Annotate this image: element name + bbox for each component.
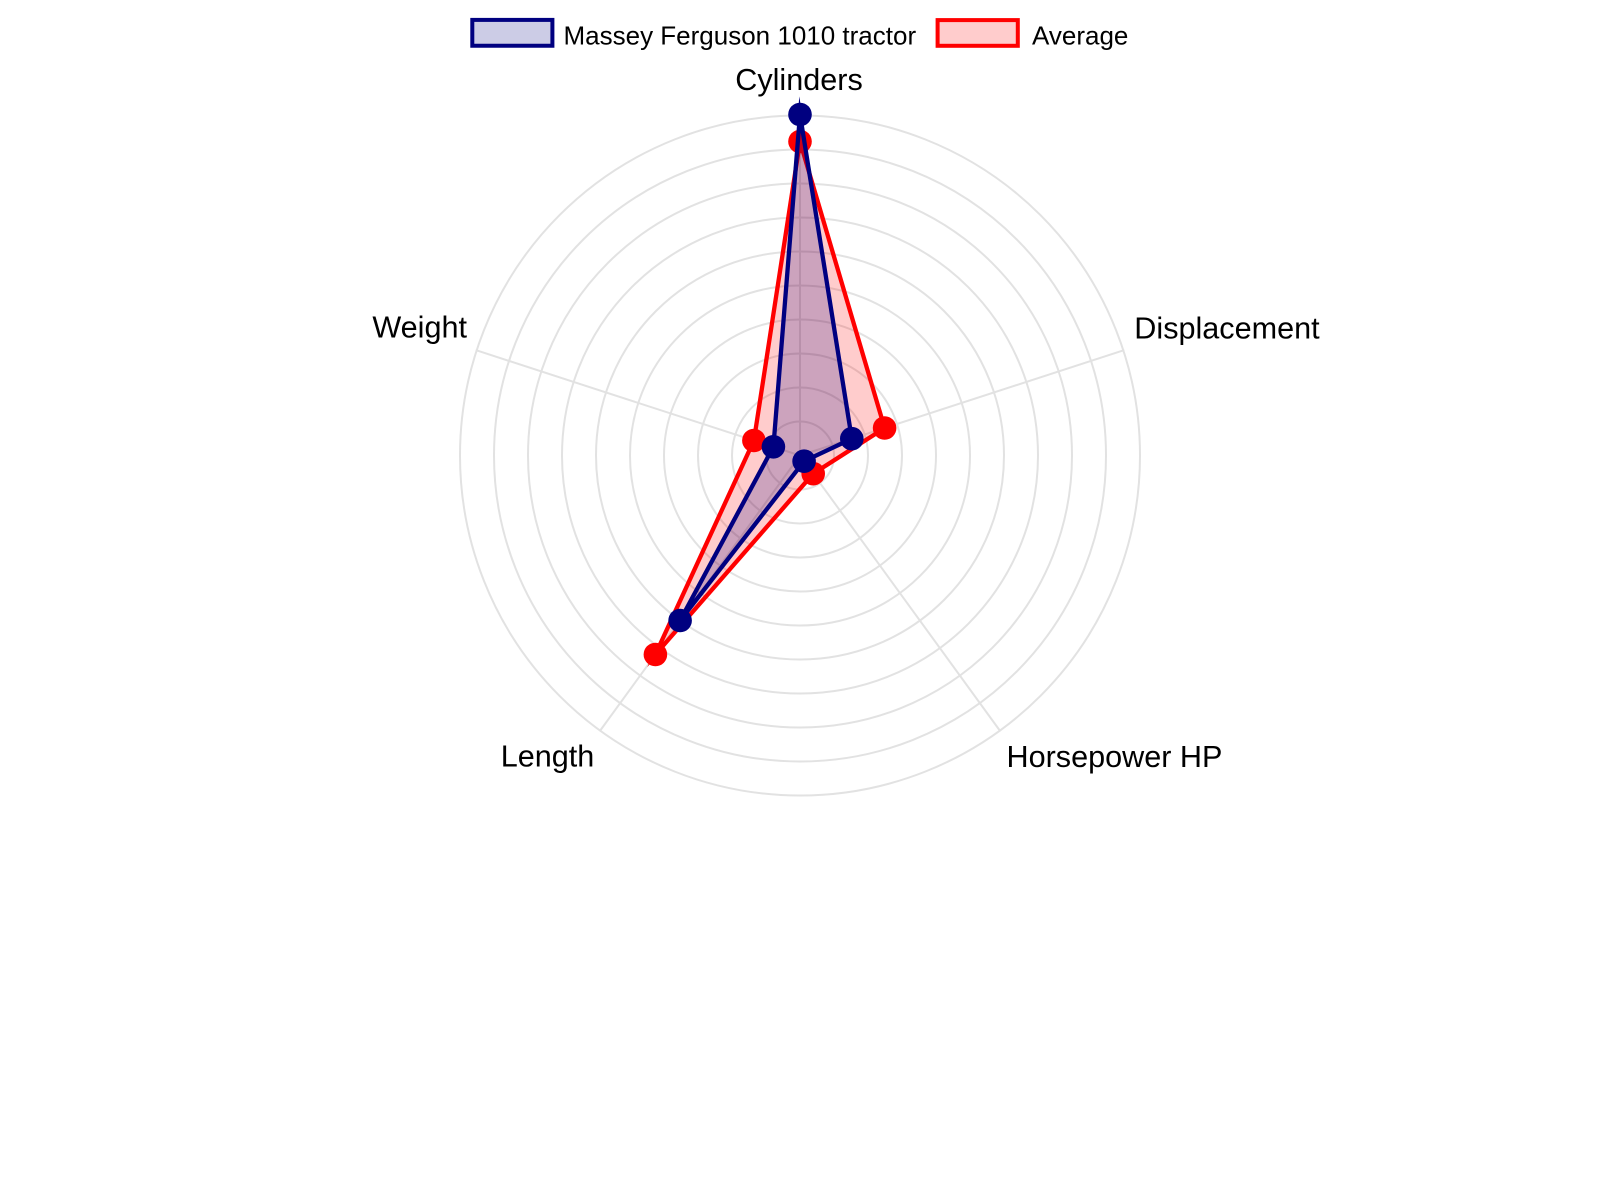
svg-text:Length: Length — [501, 740, 595, 774]
svg-text:Average: Average — [1032, 21, 1128, 51]
svg-text:Horsepower HP: Horsepower HP — [1007, 740, 1223, 774]
svg-text:Massey Ferguson 1010 tractor: Massey Ferguson 1010 tractor — [564, 21, 917, 51]
svg-text:Weight: Weight — [372, 311, 467, 345]
svg-text:Cylinders: Cylinders — [735, 63, 863, 97]
svg-text:Displacement: Displacement — [1134, 312, 1320, 346]
